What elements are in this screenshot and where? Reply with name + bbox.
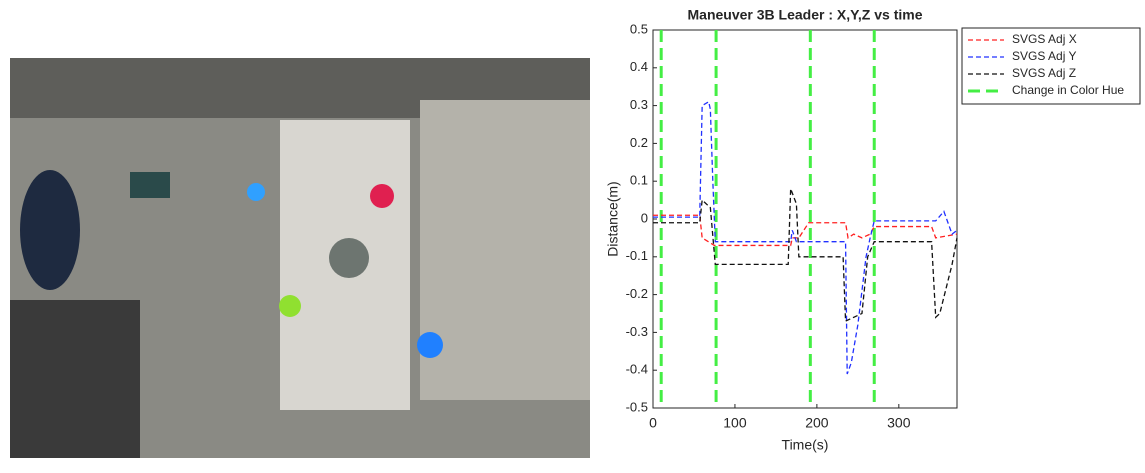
y-axis-label: Distance(m) [605, 181, 621, 256]
series-line [653, 188, 958, 323]
x-tick-label: 0 [649, 415, 657, 431]
y-tick-label: -0.4 [626, 362, 648, 377]
x-tick-label: 300 [887, 415, 911, 431]
y-tick-label: 0.5 [630, 21, 648, 36]
y-tick-label: 0.1 [630, 173, 648, 188]
y-tick-label: -0.3 [626, 324, 648, 339]
y-tick-label: 0 [641, 210, 648, 225]
y-tick-label: 0.4 [630, 59, 648, 74]
x-axis-label: Time(s) [782, 437, 829, 453]
y-tick-label: 0.3 [630, 97, 648, 112]
x-tick-label: 200 [805, 415, 829, 431]
y-tick-label: -0.5 [626, 399, 648, 414]
x-tick-label: 100 [723, 415, 747, 431]
series-line [653, 100, 958, 375]
photo [10, 58, 590, 458]
y-tick-label: -0.1 [626, 248, 648, 263]
legend-label: Change in Color Hue [1012, 83, 1124, 97]
legend-label: SVGS Adj X [1012, 32, 1077, 46]
y-tick-label: 0.2 [630, 135, 648, 150]
chart-title: Maneuver 3B Leader : X,Y,Z vs time [688, 7, 923, 23]
legend-label: SVGS Adj Z [1012, 66, 1076, 80]
plot-frame [652, 29, 958, 409]
y-tick-label: -0.2 [626, 286, 648, 301]
series-line [653, 214, 958, 247]
legend-label: SVGS Adj Y [1012, 49, 1076, 63]
